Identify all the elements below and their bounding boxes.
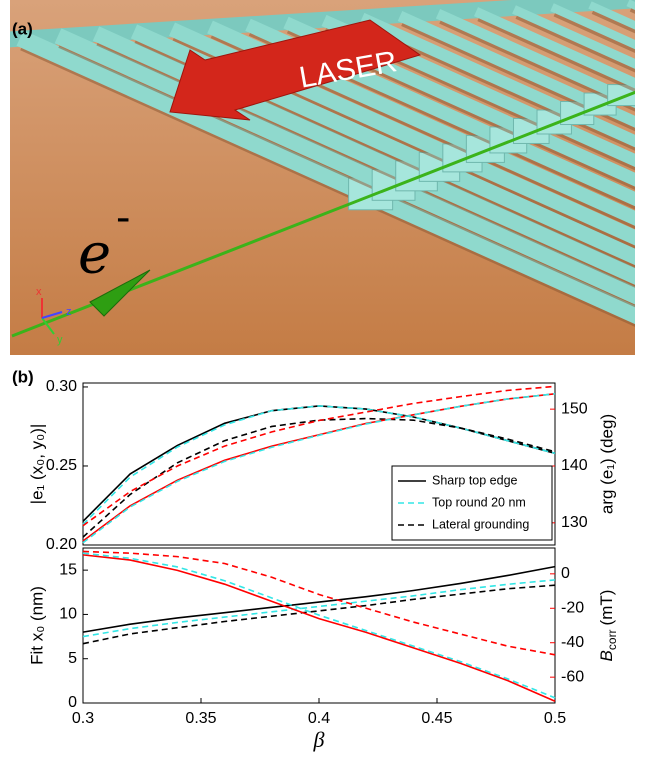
y2-axis-label: arg (e₁) (deg) [597, 414, 616, 514]
x-tick-label: 0.4 [308, 710, 330, 727]
series-line [83, 567, 555, 633]
legend-label: Top round 20 nm [432, 495, 526, 509]
axis-indicator: z [66, 306, 72, 318]
y-axis-label: |e₁ (x₀, y₀)| [27, 424, 46, 505]
electron-charge: - [116, 195, 130, 241]
y-tick-label: 0.30 [46, 378, 77, 395]
series-line [83, 551, 555, 654]
y2-tick-label: -20 [561, 599, 584, 616]
series-line [83, 580, 555, 637]
y2-tick-label: 0 [561, 565, 570, 582]
legend-label: Lateral grounding [432, 517, 529, 531]
electron-label: e [78, 222, 111, 287]
label-part: (mT) [597, 590, 616, 626]
x-tick-label: 0.45 [421, 710, 452, 727]
x-tick-label: 0.5 [544, 710, 566, 727]
y2-tick-label: 130 [561, 514, 588, 531]
y-tick-label: 5 [68, 650, 77, 667]
panel-label: (b) [12, 367, 34, 386]
y2-tick-label: -40 [561, 634, 584, 651]
y-tick-label: 10 [59, 606, 77, 623]
axis-indicator: y [57, 334, 63, 346]
x-axis-label: β [313, 727, 325, 752]
y2-tick-label: 140 [561, 457, 588, 474]
y-tick-label: 15 [59, 561, 77, 578]
y-tick-label: 0 [68, 694, 77, 711]
x-tick-label: 0.3 [72, 710, 94, 727]
series-line [83, 555, 555, 701]
y2-axis-label: Bcorr (mT) [597, 590, 619, 662]
label-part: corr [605, 629, 619, 650]
x-tick-label: 0.35 [185, 710, 216, 727]
figure: (a) LASER e - x y z (b) 0.200.250.301301… [0, 0, 648, 761]
label-part: B [597, 650, 616, 661]
y-axis-label: Fit x₀ (nm) [27, 586, 46, 665]
y2-tick-label: -60 [561, 668, 584, 685]
legend-label: Sharp top edge [432, 473, 518, 487]
y-tick-label: 0.20 [46, 536, 77, 553]
axis-indicator: x [36, 286, 42, 298]
y-tick-label: 0.25 [46, 457, 77, 474]
panel-label: (a) [12, 19, 33, 38]
y2-tick-label: 150 [561, 400, 588, 417]
